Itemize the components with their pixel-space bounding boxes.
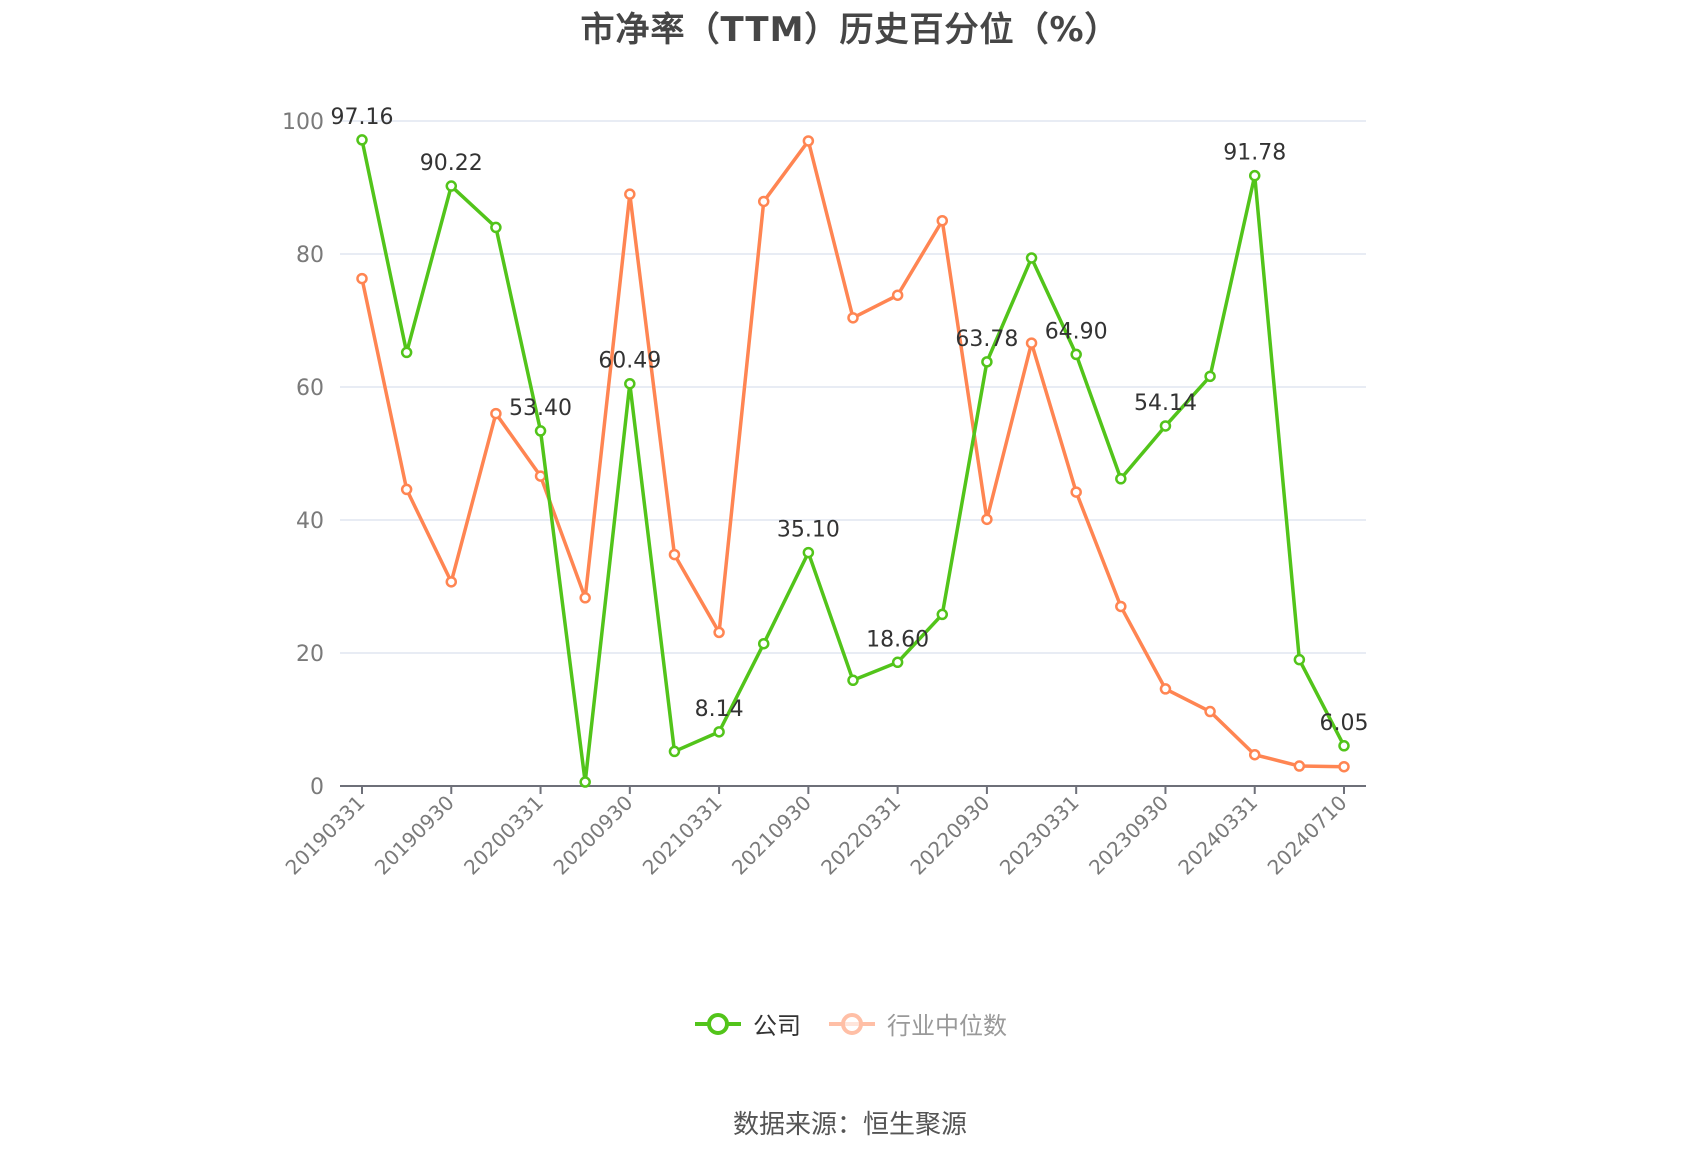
- series-line: [360, 139, 1345, 769]
- data-label: 6.05: [1320, 711, 1369, 736]
- data-point-marker[interactable]: [1070, 486, 1082, 498]
- data-point-marker[interactable]: [624, 188, 636, 200]
- data-point-marker[interactable]: [668, 548, 681, 561]
- data-point-marker[interactable]: [1025, 337, 1038, 349]
- data-point-marker[interactable]: [847, 674, 859, 687]
- x-tick-label: 20190930: [370, 791, 459, 880]
- data-label: 18.60: [866, 627, 929, 652]
- data-point-marker[interactable]: [1204, 370, 1216, 383]
- x-tick-label: 20220331: [816, 791, 905, 880]
- data-point-marker[interactable]: [1204, 705, 1216, 718]
- data-point-marker[interactable]: [1115, 473, 1127, 485]
- legend-item-industry[interactable]: 行业中位数: [827, 1006, 1007, 1041]
- data-label: 8.14: [695, 697, 744, 722]
- data-label: 90.22: [420, 151, 483, 176]
- data-point-marker[interactable]: [891, 289, 904, 301]
- data-point-marker[interactable]: [579, 592, 591, 604]
- data-point-marker[interactable]: [713, 726, 725, 738]
- data-label: 35.10: [777, 518, 840, 543]
- data-labels: 97.16 90.22 53.40 60.49 8.14 35.10 18.60 63.78 6…: [331, 105, 1369, 736]
- x-tick-label: 20230331: [995, 791, 1084, 880]
- data-point-marker[interactable]: [445, 180, 458, 192]
- data-point-marker[interactable]: [936, 608, 949, 621]
- legend: 公司 行业中位数: [0, 1006, 1700, 1041]
- x-tick-label: 20200930: [548, 791, 637, 880]
- data-point-marker[interactable]: [356, 134, 368, 146]
- data-point-marker[interactable]: [490, 407, 502, 420]
- x-tick-label: 20190331: [281, 791, 370, 880]
- grid-lines: [340, 120, 1366, 654]
- data-label: 53.40: [509, 396, 572, 421]
- data-point-marker[interactable]: [802, 135, 815, 147]
- x-tick-label: 20220930: [905, 791, 994, 880]
- y-tick-label: 80: [296, 243, 324, 268]
- data-point-marker[interactable]: [1159, 683, 1172, 695]
- y-tick-label: 100: [282, 110, 324, 135]
- data-point-marker[interactable]: [1248, 748, 1261, 761]
- data-point-marker[interactable]: [356, 272, 368, 285]
- legend-line-circle-icon: [695, 1012, 741, 1035]
- data-point-marker[interactable]: [1159, 420, 1172, 432]
- y-tick-label: 0: [310, 775, 324, 800]
- legend-label-company: 公司: [753, 1012, 801, 1040]
- data-label: 64.90: [1045, 319, 1108, 344]
- data-point-marker[interactable]: [668, 745, 681, 758]
- x-tick-label: 20240331: [1173, 791, 1262, 880]
- data-label: 97.16: [331, 105, 394, 130]
- data-point-marker[interactable]: [490, 221, 502, 234]
- data-point-marker[interactable]: [400, 483, 413, 496]
- x-tick-label: 20230930: [1084, 791, 1173, 880]
- data-point-marker[interactable]: [802, 546, 815, 559]
- y-tick-label: 60: [296, 376, 324, 401]
- data-label: 63.78: [955, 327, 1018, 352]
- data-point-marker[interactable]: [1248, 169, 1261, 182]
- data-point-marker[interactable]: [891, 656, 904, 669]
- data-point-marker[interactable]: [1293, 760, 1306, 772]
- x-tick-label: 20210930: [727, 791, 816, 880]
- y-axis: 0 20 40 60 80 100: [282, 110, 324, 800]
- data-point-marker[interactable]: [1025, 252, 1038, 264]
- x-tick-label: 20210331: [638, 791, 727, 880]
- data-point-marker[interactable]: [400, 346, 413, 359]
- data-point-marker[interactable]: [1070, 348, 1082, 361]
- data-point-marker[interactable]: [981, 356, 993, 368]
- data-point-marker[interactable]: [1293, 653, 1306, 666]
- data-point-marker[interactable]: [757, 637, 770, 650]
- data-label: 60.49: [598, 349, 661, 374]
- data-label: 54.14: [1134, 391, 1197, 416]
- data-point-marker[interactable]: [445, 576, 458, 588]
- data-point-marker[interactable]: [981, 513, 993, 526]
- data-point-marker[interactable]: [579, 776, 591, 788]
- data-point-marker[interactable]: [534, 470, 547, 482]
- legend-label-industry: 行业中位数: [887, 1012, 1007, 1040]
- x-axis: 20190331 20190930 20200331 20200930 20210331…: [281, 785, 1366, 880]
- data-point-marker[interactable]: [534, 425, 547, 437]
- data-point-marker[interactable]: [936, 215, 949, 227]
- data-label: 91.78: [1223, 141, 1286, 166]
- chart-title: 市净率（TTM）历史百分位（%）: [580, 10, 1120, 50]
- data-point-marker[interactable]: [1115, 600, 1127, 613]
- data-point-marker[interactable]: [1338, 740, 1350, 752]
- data-point-marker[interactable]: [713, 626, 725, 639]
- data-point-marker[interactable]: [757, 195, 770, 208]
- data-point-marker[interactable]: [624, 377, 636, 390]
- series-company[interactable]: [356, 134, 1350, 788]
- x-tick-label: 20200331: [459, 791, 548, 880]
- legend-item-company[interactable]: 公司: [693, 1006, 801, 1041]
- data-point-marker[interactable]: [847, 312, 859, 324]
- data-point-marker[interactable]: [1338, 760, 1350, 773]
- data-source: 数据来源：恒生聚源: [732, 1110, 967, 1140]
- y-tick-label: 20: [296, 642, 324, 667]
- x-tick-label: 20240710: [1263, 791, 1352, 880]
- legend-line-circle-icon: [829, 1012, 875, 1035]
- y-tick-label: 40: [296, 509, 324, 534]
- series-industry-median[interactable]: [356, 135, 1350, 773]
